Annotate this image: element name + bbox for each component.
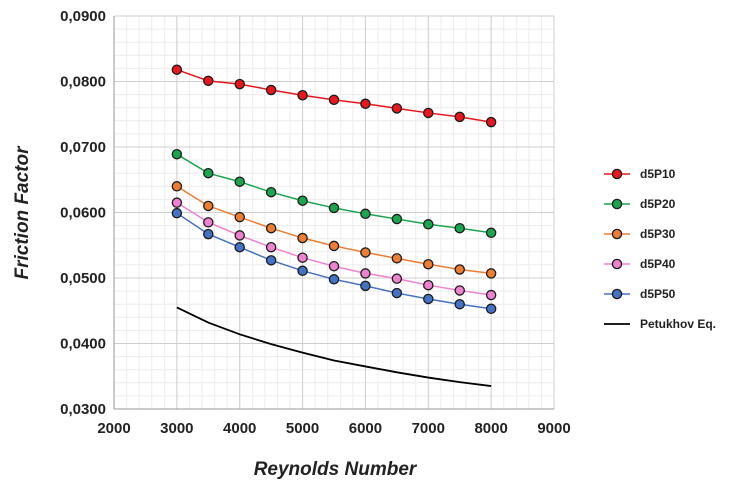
data-point-d5p10 — [423, 107, 434, 119]
y-tick-label: 0,0300 — [60, 401, 106, 418]
data-point-d5p40 — [265, 241, 277, 253]
data-point-d5p20 — [171, 148, 183, 160]
data-point-d5p50 — [171, 207, 183, 219]
data-point-d5p30 — [234, 211, 245, 223]
data-point-d5p10 — [485, 116, 497, 128]
data-point-d5p20 — [391, 213, 403, 225]
data-point-d5p50 — [297, 265, 308, 277]
data-point-d5p20 — [265, 186, 277, 198]
data-point-d5p50 — [234, 241, 245, 253]
data-point-d5p30 — [265, 222, 277, 234]
data-point-d5p50 — [328, 274, 340, 285]
data-point-d5p20 — [423, 219, 434, 230]
data-point-d5p30 — [360, 247, 371, 258]
x-tick-label: 6000 — [349, 420, 382, 437]
data-point-d5p30 — [423, 258, 434, 270]
data-point-d5p40 — [391, 273, 403, 284]
data-point-d5p50 — [360, 280, 371, 292]
y-tick-label: 0,0600 — [60, 205, 106, 222]
data-point-d5p30 — [328, 240, 340, 252]
data-point-d5p40 — [423, 279, 434, 291]
data-point-d5p40 — [454, 285, 465, 296]
data-point-d5p30 — [203, 200, 214, 212]
data-point-d5p20 — [234, 176, 245, 187]
data-point-d5p30 — [391, 253, 403, 264]
x-tick-labels: 2000 3000 4000 5000 6000 7000 8000 9000 — [97, 420, 570, 437]
data-point-d5p10 — [297, 90, 308, 101]
x-axis-title: Reynolds Number — [254, 459, 418, 480]
legend-label-d5p40: d5P40 — [640, 257, 676, 271]
x-tick-label: 2000 — [97, 420, 130, 437]
data-point-d5p30 — [171, 181, 183, 192]
data-point-d5p40 — [234, 230, 245, 241]
data-point-d5p30 — [454, 264, 465, 275]
data-point-d5p30 — [297, 232, 308, 244]
data-point-d5p40 — [485, 289, 497, 301]
data-point-d5p10 — [265, 84, 277, 96]
series-line-petukhov-eq — [176, 306, 492, 387]
axes — [113, 16, 554, 410]
y-tick-labels: 0,0300 0,0400 0,0500 0,0600 0,0700 0,0800 0,09… — [60, 8, 106, 418]
data-point-d5p10 — [454, 111, 465, 123]
legend-marker-d5p50 — [611, 288, 623, 300]
data-point-d5p20 — [203, 167, 214, 179]
legend-label-d5p30: d5P30 — [640, 227, 676, 241]
data-point-d5p50 — [423, 293, 434, 305]
x-tick-label: 7000 — [412, 420, 445, 437]
data-point-d5p10 — [203, 75, 214, 87]
legend-marker-d5p30 — [611, 228, 623, 240]
data-point-d5p30 — [485, 268, 497, 279]
data-point-d5p10 — [360, 98, 371, 110]
data-point-d5p20 — [328, 202, 340, 214]
y-tick-label: 0,0800 — [60, 74, 106, 91]
data-point-d5p20 — [485, 227, 497, 239]
data-point-d5p50 — [203, 228, 214, 240]
legend-label-petukhov-eq: Petukhov Eq. — [640, 317, 716, 331]
data-point-d5p50 — [265, 255, 277, 266]
data-point-d5p40 — [297, 252, 308, 263]
legend-marker-d5p40 — [611, 258, 623, 270]
y-axis-title: Friction Factor — [12, 145, 33, 280]
y-tick-label: 0,0900 — [60, 8, 106, 25]
x-tick-label: 9000 — [537, 420, 570, 437]
x-tick-label: 4000 — [223, 420, 256, 437]
data-point-d5p50 — [391, 287, 403, 299]
x-tick-label: 5000 — [286, 420, 319, 437]
legend-label-d5p10: d5P10 — [640, 167, 676, 181]
data-point-d5p10 — [391, 103, 403, 114]
data-point-d5p10 — [328, 94, 340, 106]
y-tick-label: 0,0500 — [60, 270, 106, 287]
data-point-d5p50 — [485, 303, 497, 315]
x-tick-label: 8000 — [474, 420, 507, 437]
legend-label-d5p50: d5P50 — [640, 287, 676, 301]
data-point-d5p40 — [203, 217, 214, 228]
legend: d5P10 d5P20 d5P30 d5P40 d5P50 Petukhov Eq. — [604, 167, 716, 331]
data-point-d5p20 — [297, 195, 308, 206]
legend-marker-d5p20 — [611, 198, 623, 210]
data-point-d5p20 — [360, 208, 371, 220]
data-point-d5p40 — [328, 260, 340, 272]
series-markers — [171, 64, 497, 315]
data-point-d5p10 — [234, 78, 245, 90]
legend-label-d5p20: d5P20 — [640, 197, 676, 211]
data-point-d5p40 — [360, 268, 371, 279]
x-tick-label: 3000 — [160, 420, 193, 437]
data-point-d5p40 — [171, 197, 183, 208]
y-tick-label: 0,0400 — [60, 336, 106, 353]
data-point-d5p20 — [454, 222, 465, 234]
y-tick-label: 0,0700 — [60, 139, 106, 156]
legend-marker-d5p10 — [611, 168, 623, 180]
data-point-d5p50 — [454, 298, 465, 310]
data-point-d5p10 — [171, 64, 183, 75]
